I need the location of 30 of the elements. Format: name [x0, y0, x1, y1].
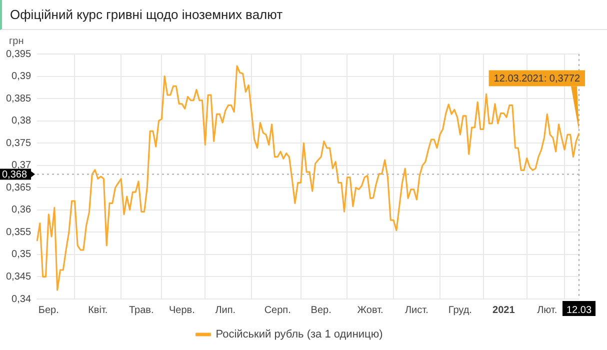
y-tick-label: 0,38 — [12, 116, 32, 127]
x-tick-label: Трав. — [128, 304, 154, 316]
y-tick-label: 0,39 — [12, 71, 32, 82]
x-tick-label: Лист. — [404, 304, 428, 316]
x-tick-label: Вер. — [310, 304, 332, 316]
x-tick-label: Лип. — [215, 304, 236, 316]
x-tick-label: Жовт. — [357, 304, 384, 316]
y-tick-label: 0,375 — [6, 138, 32, 149]
x-tick-label: 2021 — [492, 304, 516, 316]
x-tick-label: Квіт. — [88, 304, 108, 316]
y-tick-label: 0,35 — [12, 249, 32, 260]
y-tick-label: 0,37 — [12, 160, 32, 172]
x-tick-label: Груд. — [448, 304, 472, 316]
x-tick-label: 12.03 — [566, 304, 592, 316]
legend-label: Російський рубль (за 1 одиницю) — [216, 328, 383, 341]
x-tick-label: Серп. — [264, 304, 291, 316]
x-tick-label: Черв. — [168, 304, 195, 316]
y-tick-label: 0,395 — [6, 48, 32, 60]
y-tick-label: 0,34 — [12, 294, 32, 305]
x-tick-label: Бер. — [38, 304, 59, 316]
annotation: 12.03.2021: 0,3772 — [494, 74, 580, 85]
y-tick-label: 0,36 — [12, 204, 32, 216]
y-tick-label: 0,355 — [6, 226, 32, 238]
y-tick-label: 0,345 — [6, 271, 32, 282]
ref-line-label: 0,368 — [2, 170, 28, 181]
y-tick-label: 0,365 — [6, 182, 32, 194]
y-axis-title: грн — [9, 36, 24, 47]
y-tick-label: 0,385 — [6, 93, 32, 104]
chart-title: Офіційний курс гривні щодо іноземних валют — [0, 0, 607, 30]
x-tick-label: Лют. — [537, 304, 558, 316]
